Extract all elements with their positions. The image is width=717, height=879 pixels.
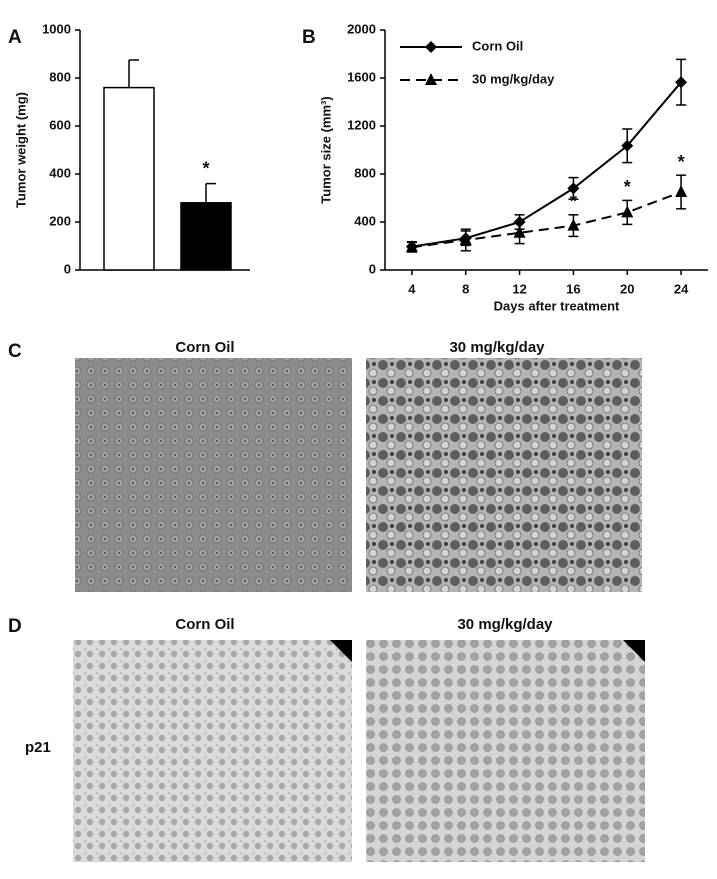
row-label: p21 (25, 739, 51, 756)
image-label: Corn Oil (175, 616, 234, 633)
y-tick-label: 0 (64, 261, 71, 276)
micrograph (366, 640, 645, 862)
marker (675, 185, 688, 197)
legend-marker (425, 41, 437, 53)
bar (103, 86, 155, 271)
y-tick-label: 200 (49, 213, 71, 228)
marker (567, 182, 580, 195)
marker (621, 139, 634, 152)
y-tick-label: 1600 (347, 69, 376, 84)
image-label: Corn Oil (175, 339, 234, 356)
x-tick-label: 16 (566, 281, 580, 296)
marker (567, 218, 580, 231)
corner (330, 640, 352, 662)
panel-label: B (302, 27, 316, 48)
marker (675, 76, 688, 89)
y-tick-label: 1000 (42, 21, 71, 36)
y-tick-label: 2000 (347, 21, 376, 36)
y-tick-label: 400 (354, 213, 376, 228)
x-axis-label: Days after treatment (494, 298, 620, 313)
y-axis-label: Tumor size (mm³) (318, 96, 333, 203)
corner (623, 640, 645, 662)
marker (459, 233, 472, 245)
line (411, 81, 682, 248)
x-tick-label: 24 (674, 281, 689, 296)
image-label: 30 mg/kg/day (457, 616, 553, 633)
micrograph (75, 358, 352, 592)
annotation: * (570, 192, 577, 212)
image-label: 30 mg/kg/day (449, 339, 545, 356)
y-tick-label: 800 (354, 165, 376, 180)
micrograph (73, 640, 352, 862)
y-tick-label: 600 (49, 117, 71, 132)
panel-label: D (8, 616, 22, 637)
bar (180, 202, 232, 271)
x-tick-label: 4 (408, 281, 416, 296)
line (411, 191, 682, 249)
x-tick-label: 20 (620, 281, 634, 296)
panel-label: A (8, 27, 22, 48)
y-tick-label: 0 (369, 261, 376, 276)
legend-label: Corn Oil (472, 38, 523, 53)
y-tick-label: 800 (49, 69, 71, 84)
marker (513, 225, 526, 238)
micrograph (366, 358, 642, 592)
marker (405, 240, 418, 253)
marker (621, 205, 634, 218)
annotation: * (678, 152, 685, 172)
x-tick-label: 8 (462, 281, 469, 296)
y-axis-label: Tumor weight (mg) (13, 92, 28, 208)
x-tick-label: 12 (512, 281, 526, 296)
y-tick-label: 1200 (347, 117, 376, 132)
annotation: * (202, 158, 209, 178)
panel-label: C (8, 341, 22, 362)
y-tick-label: 400 (49, 165, 71, 180)
legend-marker (425, 73, 437, 85)
legend-label: 30 mg/kg/day (472, 71, 555, 86)
annotation: * (624, 177, 631, 197)
